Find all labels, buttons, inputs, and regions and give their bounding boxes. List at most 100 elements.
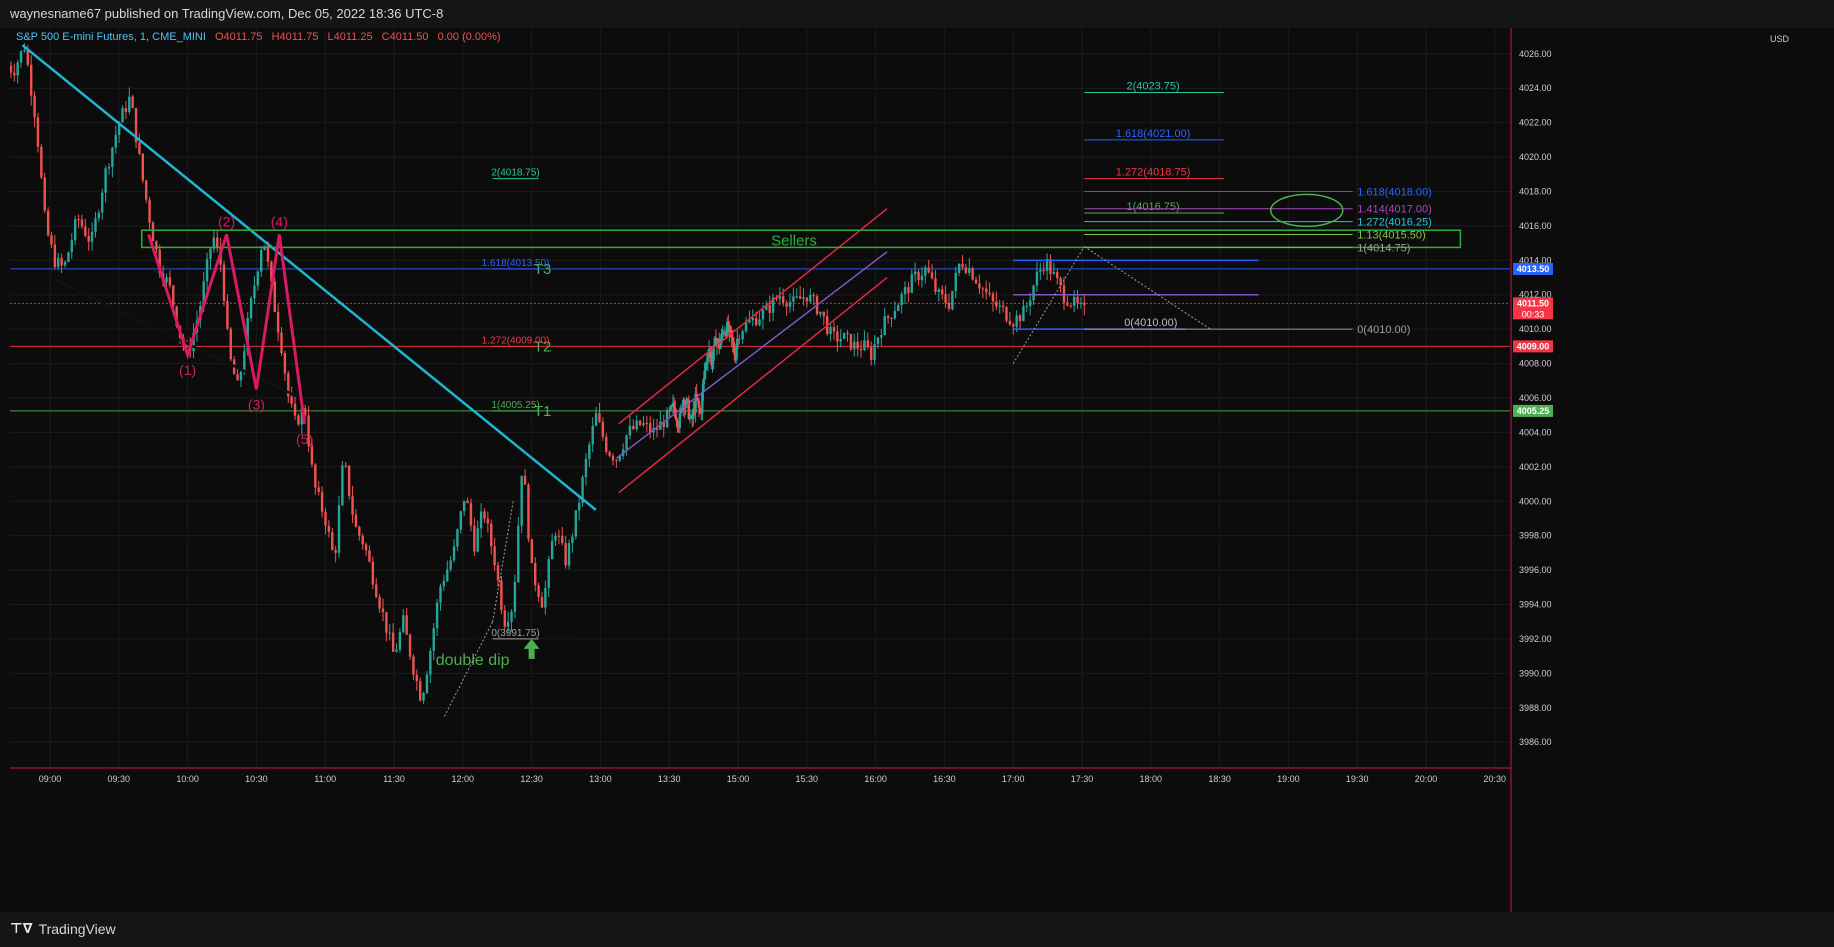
candle-body bbox=[527, 484, 530, 540]
candle-body bbox=[439, 586, 442, 603]
candle-body bbox=[479, 511, 483, 529]
candle-body bbox=[738, 338, 741, 340]
price-tag-label: 4005.25 bbox=[1517, 406, 1550, 416]
candle-body bbox=[903, 287, 907, 295]
candle-body bbox=[778, 296, 782, 299]
candle-body bbox=[1079, 302, 1083, 304]
double-dip-arrow-icon bbox=[523, 638, 540, 659]
candle-body bbox=[688, 416, 692, 419]
candle-body bbox=[669, 405, 672, 410]
candle-body bbox=[731, 337, 734, 343]
y-tick-label: 4016.00 bbox=[1519, 221, 1552, 231]
candle-body bbox=[469, 503, 473, 526]
x-tick-label: 09:00 bbox=[39, 774, 62, 784]
candle-body bbox=[1072, 296, 1076, 306]
elliott-wave-path bbox=[147, 234, 307, 425]
candle-body bbox=[222, 264, 226, 301]
candle-body bbox=[1042, 269, 1045, 271]
candle-body bbox=[202, 281, 205, 307]
candle-body bbox=[1059, 278, 1062, 286]
wave-label: (5) bbox=[296, 431, 313, 447]
descending-trendline bbox=[21, 44, 597, 511]
candle-body bbox=[577, 503, 581, 511]
candle-body bbox=[36, 117, 40, 147]
brand[interactable]: ⊤∇ TradingView bbox=[0, 912, 1834, 947]
candle-body bbox=[226, 300, 229, 329]
price-tag-countdown: 00:33 bbox=[1522, 309, 1545, 319]
candle-body bbox=[1008, 320, 1012, 325]
candle-body bbox=[702, 379, 705, 392]
channel-upper bbox=[618, 208, 888, 425]
candle-body bbox=[33, 95, 36, 118]
candle-body bbox=[547, 559, 550, 589]
candle-body bbox=[134, 107, 138, 143]
candle-body bbox=[907, 287, 910, 293]
candle-body bbox=[678, 413, 681, 429]
fib-level-label: 1.618(4021.00) bbox=[1116, 128, 1191, 140]
candle-body bbox=[954, 272, 957, 291]
candle-body bbox=[934, 278, 937, 292]
x-tick-label: 15:00 bbox=[727, 774, 750, 784]
candle-body bbox=[1045, 259, 1049, 271]
candle-body bbox=[87, 236, 90, 242]
wave-label: (1) bbox=[179, 362, 196, 378]
annotations[interactable]: Sellers (1) (2) (3) (4) (5) T3 T2 T1 2(4018.75) 1.… bbox=[21, 44, 1462, 717]
candle-body bbox=[785, 302, 788, 307]
y-tick-label: 4014.00 bbox=[1519, 255, 1552, 265]
y-tick-label: 4022.00 bbox=[1519, 118, 1552, 128]
candle-body bbox=[917, 271, 920, 281]
candle-body bbox=[168, 277, 172, 286]
candle-body bbox=[205, 259, 209, 282]
candle-body bbox=[988, 292, 991, 294]
candle-body bbox=[70, 240, 73, 253]
ohlc-change: 0.00 (0.00%) bbox=[438, 31, 501, 43]
price-tag bbox=[1513, 404, 1553, 417]
candle-body bbox=[90, 231, 94, 242]
x-tick-label: 20:30 bbox=[1484, 774, 1507, 784]
y-tick-label: 4004.00 bbox=[1519, 427, 1552, 437]
candle-body bbox=[402, 615, 405, 632]
y-tick-label: 3994.00 bbox=[1519, 600, 1552, 610]
candle-body bbox=[792, 296, 795, 302]
candle-body bbox=[371, 561, 375, 585]
y-tick-label: 4020.00 bbox=[1519, 152, 1552, 162]
candle-body bbox=[155, 241, 158, 250]
chart-area[interactable]: Sellers (1) (2) (3) (4) (5) T3 T2 T1 2(4018.75) 1.… bbox=[6, 28, 1820, 912]
candle-body bbox=[347, 465, 351, 496]
x-tick-label: 12:00 bbox=[452, 774, 475, 784]
candle-body bbox=[192, 332, 195, 352]
candle-body bbox=[351, 495, 354, 515]
candle-body bbox=[782, 296, 785, 303]
candle-body bbox=[897, 305, 900, 312]
candle-body bbox=[683, 399, 686, 409]
candle-body bbox=[839, 338, 842, 342]
fib-level-label: 1.272(4018.75) bbox=[1116, 167, 1191, 179]
double-dip-label: double dip bbox=[436, 652, 510, 669]
sellers-label: Sellers bbox=[771, 232, 817, 249]
candle-body bbox=[375, 584, 378, 598]
candle-body bbox=[276, 311, 280, 333]
candle-body bbox=[846, 332, 849, 335]
candle-body bbox=[876, 337, 880, 345]
candle-body bbox=[172, 285, 175, 307]
candle-body bbox=[822, 311, 826, 317]
price-chart[interactable]: Sellers (1) (2) (3) (4) (5) T3 T2 T1 2(4018.75) 1.… bbox=[6, 28, 1820, 912]
candle-body bbox=[165, 277, 168, 283]
ohlc-low: L4011.25 bbox=[328, 31, 373, 43]
candle-body bbox=[283, 353, 287, 374]
candle-body bbox=[43, 177, 46, 211]
price-tag-label: 4009.00 bbox=[1517, 341, 1550, 351]
candle-body bbox=[175, 306, 178, 326]
candle-body bbox=[859, 348, 863, 351]
candle-body bbox=[148, 199, 151, 223]
candle-body bbox=[216, 237, 219, 248]
candle-body bbox=[523, 475, 527, 485]
price-tag-label: 4013.50 bbox=[1517, 264, 1550, 274]
candle-body bbox=[692, 408, 695, 420]
candle-body bbox=[266, 245, 270, 262]
candle-body bbox=[715, 340, 719, 346]
candle-body bbox=[300, 408, 304, 425]
candle-body bbox=[910, 274, 913, 293]
symbol-name: S&P 500 E-mini Futures, 1, CME_MINI bbox=[16, 31, 206, 43]
candle-body bbox=[913, 271, 917, 275]
